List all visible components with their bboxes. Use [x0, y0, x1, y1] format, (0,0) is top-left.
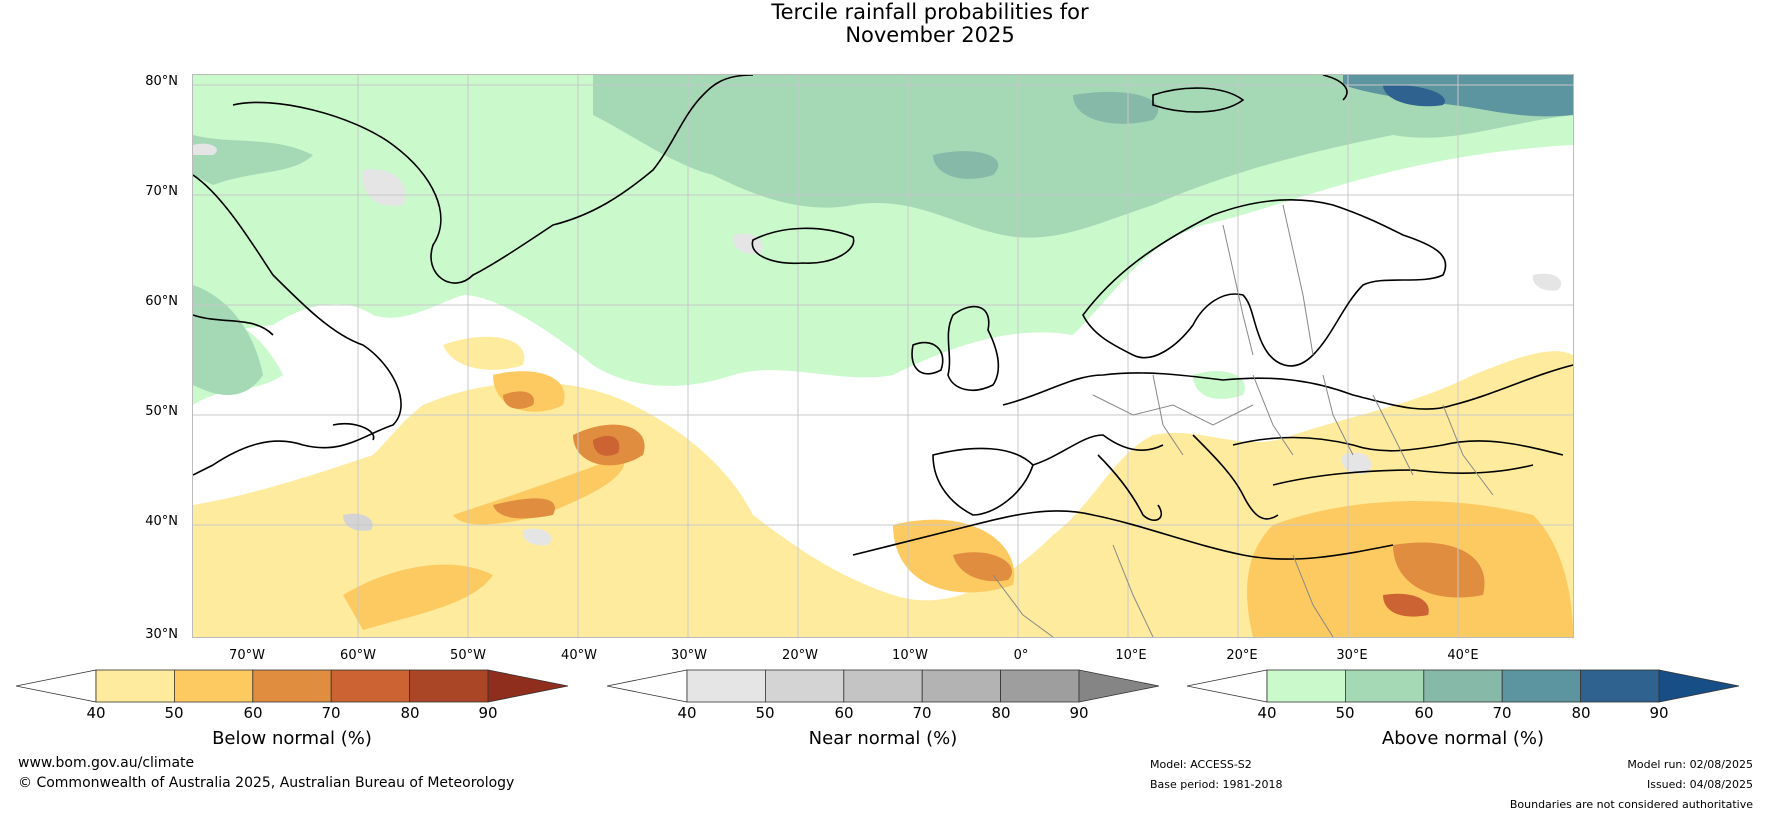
- colorbar-above-tick-60: 60: [1414, 704, 1434, 722]
- colorbar-below-tick-50: 50: [164, 704, 184, 722]
- colorbar-below-label: Below normal (%): [212, 728, 372, 749]
- colorbar-near-swatch-2: [764, 669, 845, 703]
- lon-label-20e: 20°E: [1226, 648, 1258, 663]
- colorbar-below-tick-90: 90: [478, 704, 498, 722]
- colorbar-above-swatch-0: [1187, 669, 1268, 703]
- lon-label-40w: 40°W: [561, 648, 597, 663]
- colorbar-above-swatch-3: [1423, 669, 1503, 703]
- graticule: [193, 75, 1573, 637]
- colorbar-near-label: Near normal (%): [808, 728, 958, 749]
- colorbar-above-swatch-5: [1580, 669, 1660, 703]
- colorbar-near-tick-40: 40: [677, 704, 697, 722]
- colorbar-below-tick-80: 80: [400, 704, 420, 722]
- map-canvas: [193, 75, 1573, 637]
- footer-model-run: Model run: 02/08/2025: [1627, 758, 1753, 771]
- colorbar-below-normal: [16, 669, 569, 703]
- colorbar-near-tick-90: 90: [1069, 704, 1089, 722]
- colorbar-above-normal: [1187, 669, 1740, 703]
- below-normal-field: [193, 336, 1573, 637]
- lat-label-40n: 40°N: [145, 514, 178, 529]
- lon-label-0: 0°: [1013, 648, 1029, 663]
- lon-label-30w: 30°W: [671, 648, 707, 663]
- colorbar-above-swatch-6: [1658, 669, 1740, 703]
- lat-label-80n: 80°N: [145, 74, 178, 89]
- colorbar-below-tick-70: 70: [321, 704, 341, 722]
- colorbar-above-label: Above normal (%): [1381, 728, 1545, 749]
- colorbar-near-swatch-0: [607, 669, 688, 703]
- colorbar-below-swatch-6: [487, 669, 569, 703]
- colorbar-above-swatch-4: [1501, 669, 1582, 703]
- lon-label-20w: 20°W: [782, 648, 818, 663]
- lon-label-60w: 60°W: [340, 648, 376, 663]
- colorbar-near-swatch-3: [843, 669, 923, 703]
- colorbar-below-swatch-4: [330, 669, 411, 703]
- colorbar-above-swatch-2: [1344, 669, 1425, 703]
- footer-copyright: © Commonwealth of Australia 2025, Austra…: [18, 775, 515, 791]
- colorbar-near-tick-80: 80: [991, 704, 1011, 722]
- colorbar-near-tick-60: 60: [834, 704, 854, 722]
- near-normal-field: [193, 143, 1562, 546]
- colorbar-near-tick-70: 70: [912, 704, 932, 722]
- colorbar-near-normal: [607, 669, 1160, 703]
- colorbar-below-tick-60: 60: [243, 704, 263, 722]
- footer-base-period: Base period: 1981-2018: [1150, 778, 1283, 791]
- lon-label-50w: 50°W: [450, 648, 486, 663]
- lon-label-10e: 10°E: [1115, 648, 1147, 663]
- lon-label-70w: 70°W: [229, 648, 265, 663]
- colorbar-below-swatch-2: [173, 669, 254, 703]
- lon-label-40e: 40°E: [1447, 648, 1479, 663]
- footer-disclaimer: Boundaries are not considered authoritat…: [1509, 798, 1753, 811]
- colorbar-near-swatch-5: [1000, 669, 1080, 703]
- colorbar-above-tick-70: 70: [1492, 704, 1512, 722]
- footer-model: Model: ACCESS-S2: [1150, 758, 1252, 771]
- lon-label-10w: 10°W: [892, 648, 928, 663]
- colorbar-below-tick-40: 40: [86, 704, 106, 722]
- lat-label-60n: 60°N: [145, 294, 178, 309]
- colorbar-near-swatch-6: [1078, 669, 1160, 703]
- footer-url: www.bom.gov.au/climate: [18, 755, 195, 771]
- colorbar-below-swatch-5: [409, 669, 489, 703]
- colorbar-near-tick-50: 50: [755, 704, 775, 722]
- lon-label-30e: 30°E: [1336, 648, 1368, 663]
- colorbar-above-tick-90: 90: [1649, 704, 1669, 722]
- title-line-1: Tercile rainfall probabilities for: [771, 0, 1089, 24]
- country-borders: [992, 204, 1494, 637]
- colorbar-below-swatch-1: [95, 669, 175, 703]
- lat-label-70n: 70°N: [145, 184, 178, 199]
- colorbar-near-swatch-4: [921, 669, 1002, 703]
- title-line-2: November 2025: [845, 23, 1015, 47]
- colorbar-above-tick-40: 40: [1257, 704, 1277, 722]
- colorbar-above-tick-80: 80: [1571, 704, 1591, 722]
- colorbar-above-tick-50: 50: [1335, 704, 1355, 722]
- colorbar-above-swatch-1: [1266, 669, 1346, 703]
- footer-issued: Issued: 04/08/2025: [1646, 778, 1753, 791]
- colorbar-below-swatch-0: [16, 669, 97, 703]
- colorbar-below-swatch-3: [252, 669, 332, 703]
- lat-label-30n: 30°N: [145, 627, 178, 642]
- lat-label-50n: 50°N: [145, 404, 178, 419]
- map-panel: [192, 74, 1574, 638]
- colorbar-near-swatch-1: [686, 669, 766, 703]
- coastlines: [193, 75, 1573, 560]
